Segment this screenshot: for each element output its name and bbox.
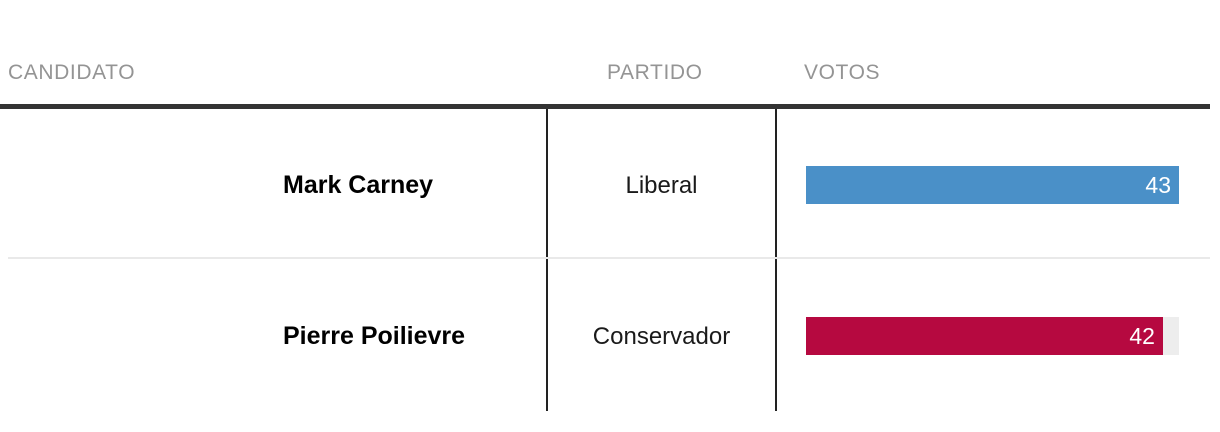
votes-value: 42 xyxy=(1129,322,1155,349)
candidate-name: Pierre Poilievre xyxy=(283,322,466,350)
column-header-votos: VOTOS xyxy=(804,61,881,84)
votes-bar-fill: 43 xyxy=(806,166,1179,204)
votes-bar-track: 43 xyxy=(806,166,1179,204)
column-divider-1 xyxy=(546,109,548,411)
header-rule xyxy=(0,104,1210,109)
votes-value: 43 xyxy=(1145,171,1171,198)
column-divider-2 xyxy=(775,109,777,411)
candidate-name: Mark Carney xyxy=(283,171,434,199)
column-header-candidato: CANDIDATO xyxy=(8,61,136,84)
row-divider xyxy=(8,257,1210,259)
votes-bar-fill: 42 xyxy=(806,317,1163,355)
party-label: Conservador xyxy=(592,323,731,350)
column-header-partido: PARTIDO xyxy=(607,61,703,84)
party-label: Liberal xyxy=(625,172,698,199)
votes-bar-track: 42 xyxy=(806,317,1179,355)
